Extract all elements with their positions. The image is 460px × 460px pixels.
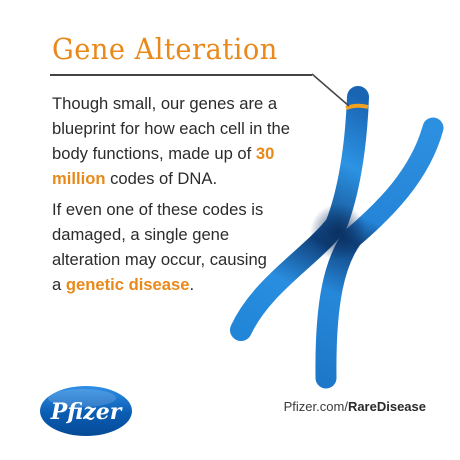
- damage-text-end: .: [189, 275, 195, 294]
- page-title: Gene Alteration: [52, 32, 278, 66]
- website-prefix: Pfizer.com/: [283, 399, 348, 414]
- pfizer-logo[interactable]: Pfizer: [38, 384, 134, 438]
- gene-alteration-band: [345, 103, 369, 110]
- highlight-30-million: 30 million: [52, 144, 275, 188]
- website-link[interactable]: Pfizer.com/RareDisease: [284, 399, 426, 414]
- intro-text-end: codes of DNA.: [110, 169, 218, 188]
- title-underline: [50, 74, 312, 76]
- chromosome-centromere: [310, 204, 366, 260]
- pfizer-logo-oval: [40, 386, 132, 436]
- callout-line: [311, 73, 350, 107]
- intro-text: Though small, our genes are a blueprint …: [52, 94, 290, 163]
- website-path: RareDisease: [347, 399, 426, 414]
- damage-text: If even one of these codes is damaged, a…: [52, 200, 267, 294]
- damage-paragraph: If even one of these codes is damaged, a…: [52, 197, 267, 297]
- intro-paragraph: Though small, our genes are a blueprint …: [52, 91, 322, 191]
- highlight-genetic-disease: genetic disease: [65, 275, 190, 294]
- pfizer-logo-shine: [48, 389, 116, 407]
- pfizer-logo-text: Pfizer: [50, 399, 123, 425]
